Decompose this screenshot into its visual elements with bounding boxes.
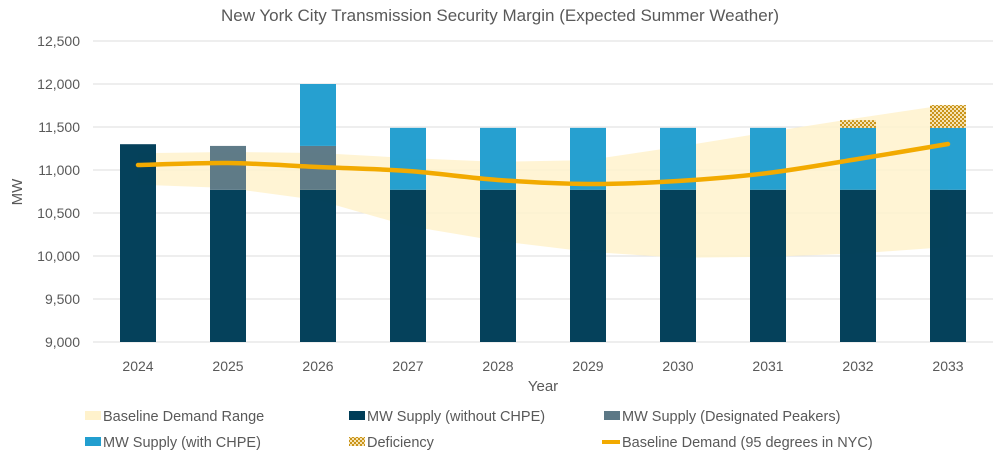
x-tick-label: 2029 [572,358,603,374]
legend-item: MW Supply (without CHPE) [349,409,545,425]
legend-item: Baseline Demand (95 degrees in NYC) [602,435,873,451]
y-tick-label: 11,500 [38,119,80,135]
bar-mw-supply-without-chpe [570,189,606,342]
y-tick-label: 12,000 [37,76,80,92]
x-tick-label: 2033 [932,358,963,374]
bar-mw-supply-with-chpe [390,127,426,190]
bar-deficiency [840,120,876,128]
x-tick-label: 2030 [662,358,693,374]
demand-line [135,141,951,187]
legend-label: MW Supply (without CHPE) [367,409,545,425]
legend-item: Deficiency [349,435,435,451]
legend-swatch [85,437,101,446]
x-tick-label: 2026 [302,358,333,374]
y-tick-label: 9,000 [45,334,80,350]
bar-mw-supply-without-chpe [840,189,876,342]
bar-mw-supply-without-chpe [660,189,696,342]
x-tick-label: 2032 [842,358,873,374]
legend-item: MW Supply (Designated Peakers) [604,409,840,425]
y-tick-label: 12,500 [37,33,80,49]
x-tick-label: 2024 [122,358,153,374]
x-tick-label: 2027 [392,358,423,374]
x-tick-label: 2031 [752,358,783,374]
legend-swatch [604,411,620,420]
bar-mw-supply-without-chpe [390,189,426,342]
legend-label: MW Supply (with CHPE) [103,435,261,451]
bar-mw-supply-without-chpe [480,189,516,342]
x-tick-label: 2025 [212,358,243,374]
bar-mw-supply-designated-peakers [210,145,246,190]
legend-item: Baseline Demand Range [85,409,264,425]
legend-label: MW Supply (Designated Peakers) [622,409,840,425]
bar-mw-supply-with-chpe [930,127,966,190]
bar-mw-supply-with-chpe [750,127,786,190]
x-tick-label: 2028 [482,358,513,374]
bar-mw-supply-without-chpe [300,189,336,342]
legend: Baseline Demand Range MW Supply (without … [85,409,873,451]
legend-swatch-pattern [349,437,365,446]
legend-label: Baseline Demand (95 degrees in NYC) [622,435,873,451]
bar-mw-supply-without-chpe [750,189,786,342]
y-axis-label: MW [9,178,26,205]
chart-title: New York City Transmission Security Marg… [221,6,779,25]
y-tick-label: 9,500 [45,291,80,307]
bar-mw-supply-with-chpe [570,127,606,190]
legend-label: Deficiency [367,435,435,451]
legend-swatch [85,411,101,420]
bar-mw-supply-without-chpe [210,189,246,342]
y-tick-label: 10,500 [37,205,80,221]
legend-swatch [349,411,365,420]
bar-mw-supply-without-chpe [930,189,966,342]
y-axis-ticks: 9,000 9,500 10,000 10,500 11,000 11,500 12,000… [37,33,80,350]
x-axis-label: Year [528,378,558,395]
x-axis-ticks: 2024 2025 2026 2027 2028 2029 2030 2031 2032 2033 [122,358,963,374]
bar-mw-supply-with-chpe [300,84,336,146]
demand-line-path [135,141,951,187]
y-tick-label: 10,000 [37,248,80,264]
legend-item: MW Supply (with CHPE) [85,435,261,451]
bar-deficiency [930,105,966,128]
legend-label: Baseline Demand Range [103,409,264,425]
bar-mw-supply-without-chpe [120,144,156,342]
y-tick-label: 11,000 [38,162,80,178]
